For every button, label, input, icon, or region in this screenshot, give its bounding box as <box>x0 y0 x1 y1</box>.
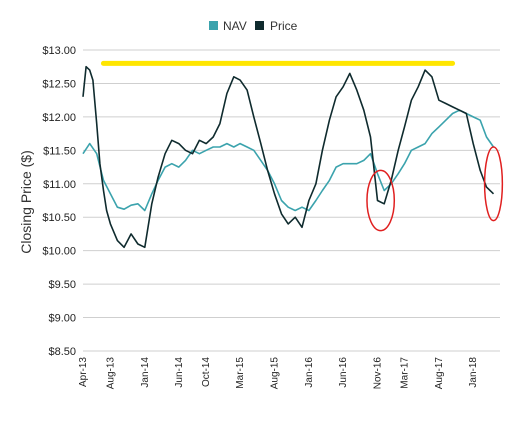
legend-label-nav: NAV <box>223 19 247 33</box>
legend-label-price: Price <box>270 19 298 33</box>
y-tick-label: $8.50 <box>48 346 76 358</box>
x-tick-label: Jun-14 <box>174 357 185 388</box>
y-tick-label: $12.50 <box>42 78 76 90</box>
y-tick-label: $10.50 <box>42 212 76 224</box>
x-axis-ticks: Apr-13 Aug-13 Jan-14 Jun-14 Oct-14 Mar-15 Aug-… <box>78 357 479 390</box>
annotation-layer <box>366 146 504 232</box>
legend-swatch-price <box>255 21 264 30</box>
x-tick-label: Jan-14 <box>140 357 151 388</box>
series-line-nav <box>82 109 495 212</box>
series-line-price <box>82 65 495 249</box>
y-tick-label: $10.00 <box>42 246 76 258</box>
x-tick-label: Jan-16 <box>304 357 315 388</box>
y-tick-label: $11.00 <box>43 179 76 191</box>
x-tick-label: Apr-13 <box>78 357 89 387</box>
highlight-ellipse <box>483 146 504 222</box>
y-tick-label: $12.00 <box>42 112 76 124</box>
highlight-ellipse <box>366 169 396 232</box>
y-tick-label: $9.50 <box>48 279 76 291</box>
y-axis-title: Closing Price ($) <box>18 150 34 253</box>
x-tick-label: Jan-18 <box>468 357 479 388</box>
series-layer <box>82 65 495 249</box>
y-axis-ticks: $13.00 $12.50 $12.00 $11.50 $11.00 $10.50 $10.… <box>42 45 76 358</box>
legend-swatch-nav <box>209 21 218 30</box>
legend: NAV Price <box>209 19 298 33</box>
x-tick-label: Mar-17 <box>399 357 410 389</box>
x-tick-label: Mar-15 <box>235 357 246 389</box>
gridlines <box>83 49 500 352</box>
y-tick-label: $13.00 <box>42 45 76 57</box>
x-tick-label: Nov-16 <box>372 357 383 390</box>
x-tick-label: Aug-17 <box>434 357 445 390</box>
x-tick-label: Aug-13 <box>105 357 116 390</box>
x-tick-label: Aug-15 <box>270 357 281 390</box>
y-tick-label: $11.50 <box>43 145 76 157</box>
x-tick-label: Oct-14 <box>201 357 212 387</box>
y-tick-label: $9.00 <box>48 313 76 325</box>
x-tick-label: Jun-16 <box>338 357 349 388</box>
